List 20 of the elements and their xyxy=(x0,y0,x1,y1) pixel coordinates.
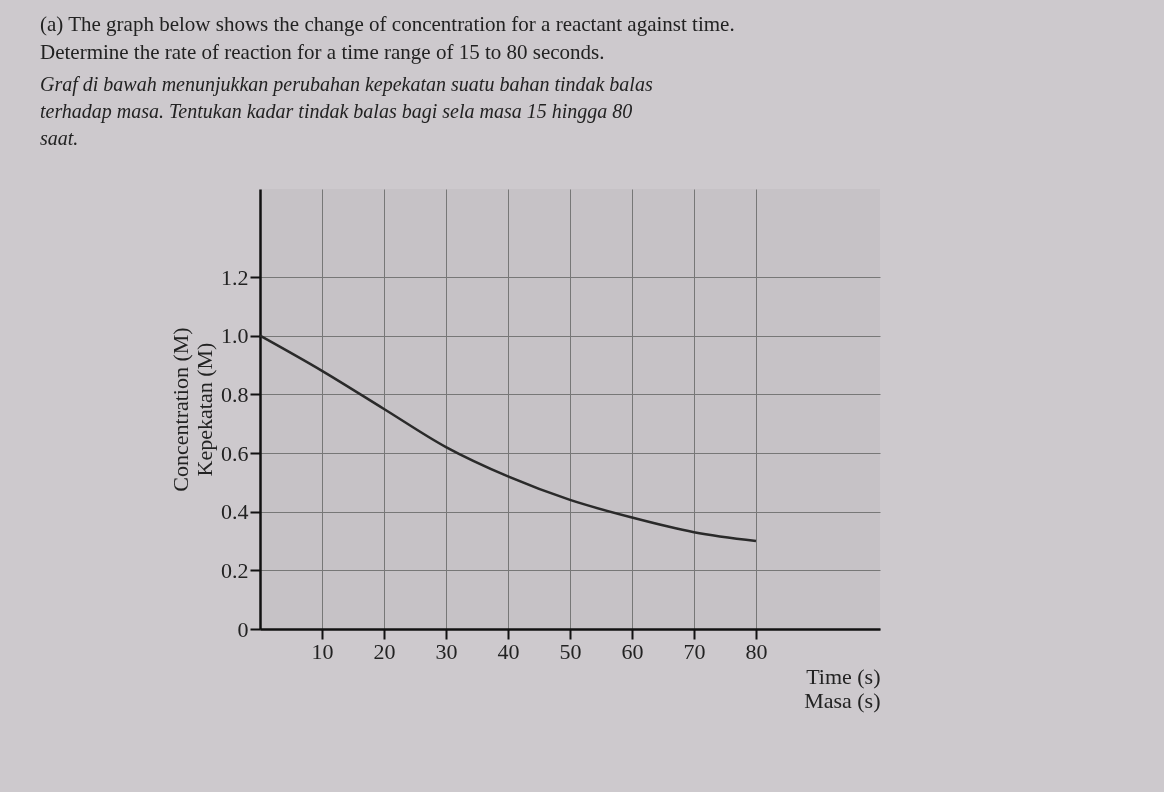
x-tick-label: 40 xyxy=(497,638,520,664)
x-tick-label: 70 xyxy=(683,638,706,664)
x-axis-title: Time (s) Masa (s) xyxy=(804,663,881,713)
y-axis-title: Concentration (M) Kepekatan (M) xyxy=(168,327,217,492)
y-tick-label: 0.8 xyxy=(221,381,249,407)
x-tick-label: 80 xyxy=(745,638,768,664)
y-tick-label: 1.2 xyxy=(221,264,249,290)
y-tick-label: 0.6 xyxy=(221,440,249,466)
y-tick-label: 0.4 xyxy=(221,499,249,525)
x-tick-label: 50 xyxy=(559,638,582,664)
x-tick-label: 10 xyxy=(311,638,334,664)
line-series xyxy=(258,334,758,543)
chart-subtitle: Graf di bawah menunjukkan perubahan kepekatan suatu bahan tindak balas terhadap masa. Tentukan kadar tindak balas bagi sela masa 15 hingga 80 saat. xyxy=(40,73,653,149)
chart-title: (a) The graph below shows the change of concentration for a reactant against time. Determine the rate of reaction for a time range of 15 to 80 seconds. xyxy=(40,12,735,64)
x-tick-label: 60 xyxy=(621,638,644,664)
y-tick-label: 1.0 xyxy=(221,323,249,349)
y-tick-label: 0.2 xyxy=(221,557,249,583)
x-tick-label: 20 xyxy=(373,638,396,664)
x-tick-label: 30 xyxy=(435,638,458,664)
y-tick-label: 0 xyxy=(237,616,249,642)
